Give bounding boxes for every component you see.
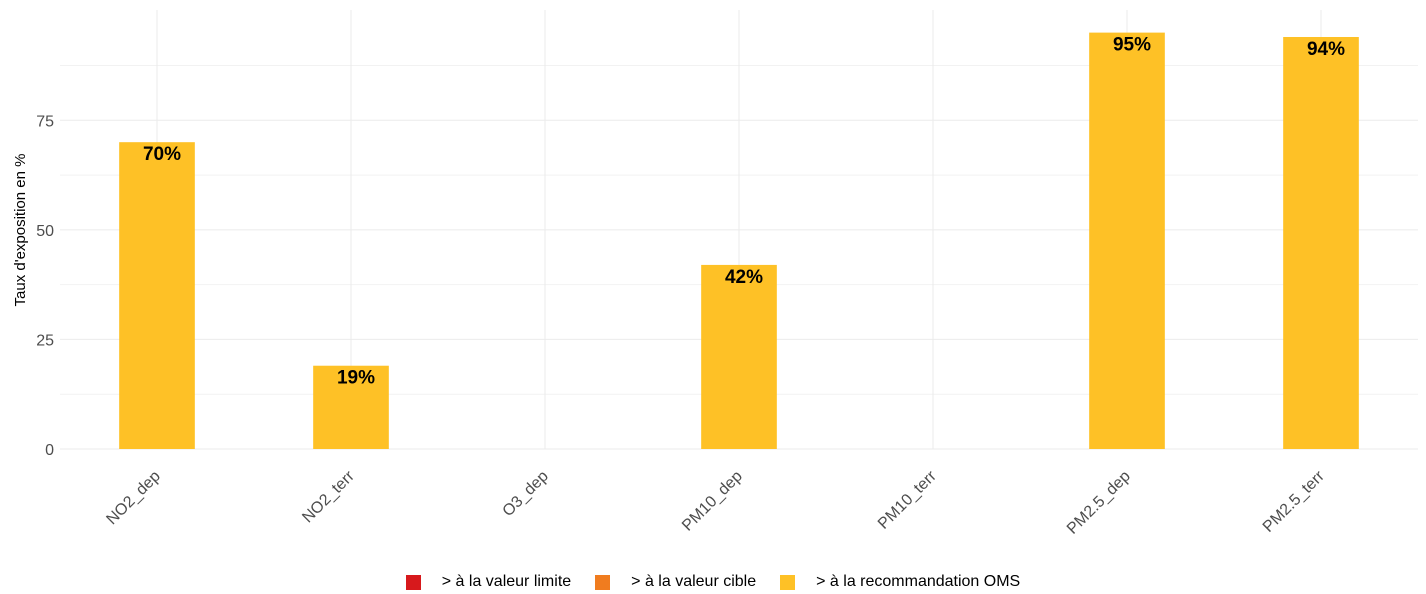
data-label: 19% <box>337 368 375 389</box>
x-tick-label: PM2.5_terr <box>1260 467 1328 535</box>
data-label: 70% <box>143 144 181 165</box>
legend-label: > à la valeur limite <box>441 573 572 590</box>
x-tick-label: NO2_terr <box>299 467 358 526</box>
data-labels: 70% 19% 42% 95% 94% <box>143 35 1345 389</box>
data-label: 42% <box>725 267 763 288</box>
bar <box>119 142 195 449</box>
y-tick-label: 50 <box>36 223 54 240</box>
bar <box>1283 36 1359 450</box>
legend-item: > à la recommandation OMS <box>780 573 1020 591</box>
y-tick-label: 75 <box>36 113 54 130</box>
legend-key <box>405 574 421 590</box>
y-tick-label: 0 <box>45 442 54 459</box>
legend-key <box>595 574 611 590</box>
y-axis-label: Taux d'exposition en % <box>12 154 29 307</box>
y-tick-label: 25 <box>36 332 54 349</box>
x-tick-label: PM10_terr <box>875 467 940 532</box>
bar <box>701 264 777 449</box>
legend-item: > à la valeur cible <box>595 573 756 591</box>
legend-key <box>780 574 796 590</box>
x-tick-label: NO2_dep <box>103 468 164 529</box>
x-tick-label: PM10_dep <box>679 468 746 535</box>
legend-label: > à la valeur cible <box>631 573 757 590</box>
x-tick-label: PM2.5_dep <box>1064 468 1134 538</box>
data-label: 95% <box>1113 35 1151 56</box>
x-axis-ticks: NO2_dep NO2_terr O3_dep PM10_dep PM10_terr PM… <box>103 467 1328 537</box>
x-tick-label: O3_dep <box>500 468 552 520</box>
y-axis-ticks: 0 25 50 75 <box>36 113 54 459</box>
data-label: 94% <box>1307 39 1345 60</box>
bar <box>1089 32 1165 450</box>
legend-label: > à la recommandation OMS <box>816 573 1021 590</box>
legend-item: > à la valeur limite <box>405 573 572 591</box>
bars <box>119 32 1359 450</box>
bar <box>313 365 389 449</box>
legend: > à la valeur limite > à la valeur cible >… <box>0 570 1426 594</box>
bar-chart: 0 25 50 75 NO2_dep NO2_terr O3_dep PM10_dep PM1… <box>12 10 1418 538</box>
